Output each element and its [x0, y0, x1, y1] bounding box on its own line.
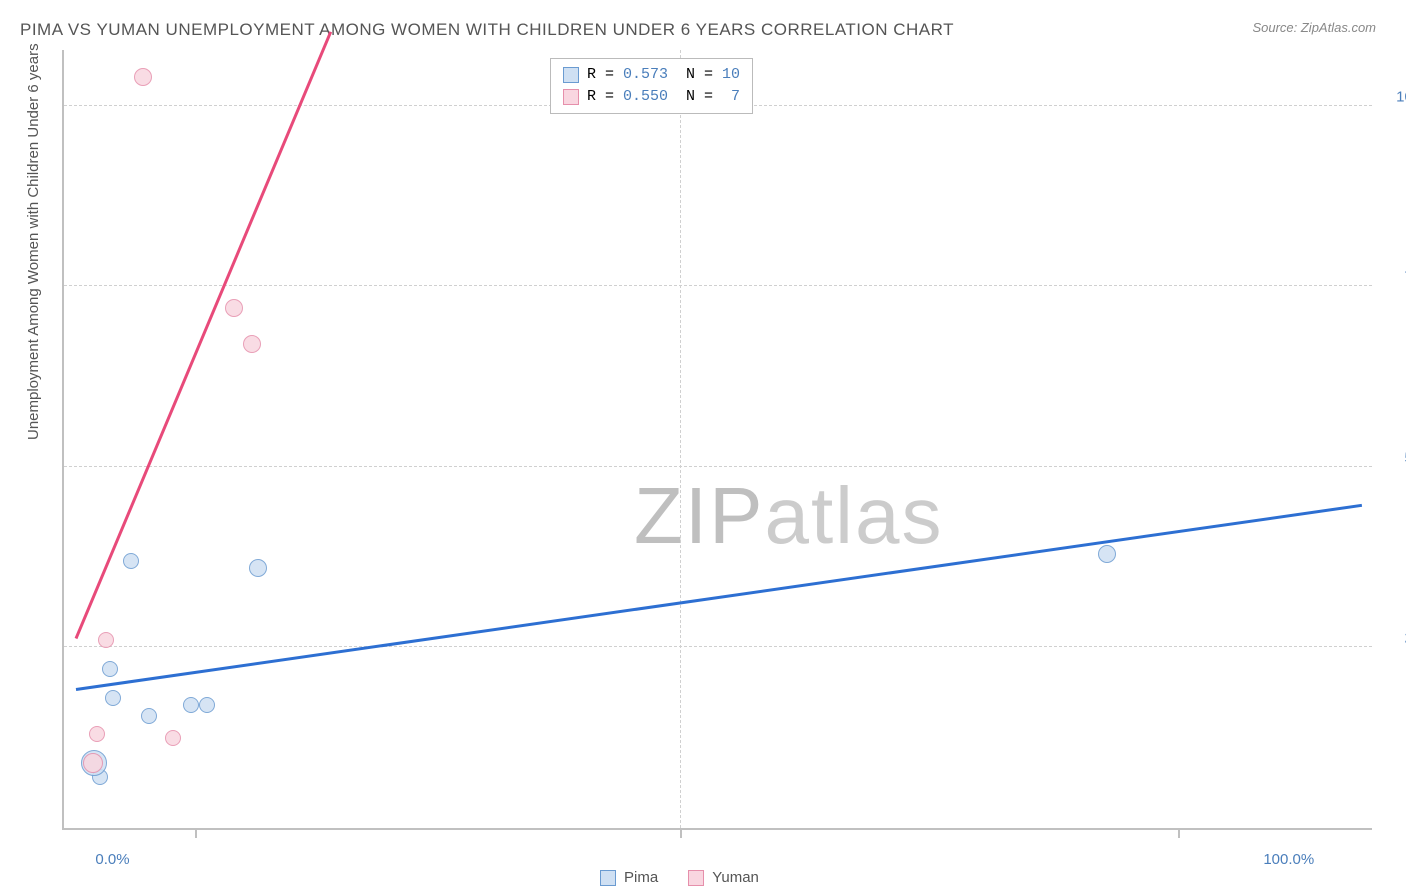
x-tick-label: 0.0% — [95, 851, 129, 868]
x-tick-mark — [680, 828, 682, 838]
legend-swatch — [600, 870, 616, 886]
watermark-light: atlas — [764, 471, 943, 560]
legend-item: Yuman — [688, 869, 759, 886]
data-point — [1098, 545, 1116, 563]
source-attribution: Source: ZipAtlas.com — [1252, 20, 1376, 35]
legend-swatch — [563, 89, 579, 105]
data-point — [249, 559, 267, 577]
data-point — [102, 661, 118, 677]
data-point — [183, 697, 199, 713]
grid-line-v — [680, 50, 681, 828]
legend-swatch — [563, 67, 579, 83]
legend-swatch — [688, 870, 704, 886]
legend-stats: R = 0.573 N = 10R = 0.550 N = 7 — [550, 58, 753, 114]
chart-container: PIMA VS YUMAN UNEMPLOYMENT AMONG WOMEN W… — [0, 0, 1406, 892]
watermark-bold: ZIP — [634, 471, 764, 560]
legend-stats-row: R = 0.573 N = 10 — [563, 64, 740, 86]
y-tick-label: 25.0% — [1387, 630, 1406, 647]
y-tick-label: 50.0% — [1387, 449, 1406, 466]
legend-label: Pima — [624, 869, 658, 886]
chart-title: PIMA VS YUMAN UNEMPLOYMENT AMONG WOMEN W… — [20, 20, 954, 40]
data-point — [225, 299, 243, 317]
data-point — [83, 753, 103, 773]
y-tick-label: 100.0% — [1387, 88, 1406, 105]
grid-line-h — [64, 466, 1372, 467]
data-point — [141, 708, 157, 724]
x-tick-label: 100.0% — [1263, 851, 1314, 868]
data-point — [243, 335, 261, 353]
data-point — [134, 68, 152, 86]
trend-line — [76, 504, 1362, 691]
grid-line-h — [64, 285, 1372, 286]
plot-area: ZIPatlas 25.0%50.0%75.0%100.0%0.0%100.0% — [62, 50, 1372, 830]
data-point — [165, 730, 181, 746]
legend-stats-text: R = 0.550 N = 7 — [587, 86, 740, 108]
x-tick-mark — [1178, 828, 1180, 838]
trend-line — [75, 31, 332, 639]
data-point — [199, 697, 215, 713]
x-tick-mark — [195, 828, 197, 838]
y-tick-label: 75.0% — [1387, 269, 1406, 286]
data-point — [123, 553, 139, 569]
data-point — [105, 690, 121, 706]
data-point — [89, 726, 105, 742]
grid-line-h — [64, 646, 1372, 647]
legend-stats-row: R = 0.550 N = 7 — [563, 86, 740, 108]
y-axis-title: Unemployment Among Women with Children U… — [25, 43, 42, 440]
legend-stats-text: R = 0.573 N = 10 — [587, 64, 740, 86]
legend-series: Pima Yuman — [600, 869, 759, 886]
data-point — [98, 632, 114, 648]
legend-item: Pima — [600, 869, 658, 886]
legend-label: Yuman — [712, 869, 759, 886]
